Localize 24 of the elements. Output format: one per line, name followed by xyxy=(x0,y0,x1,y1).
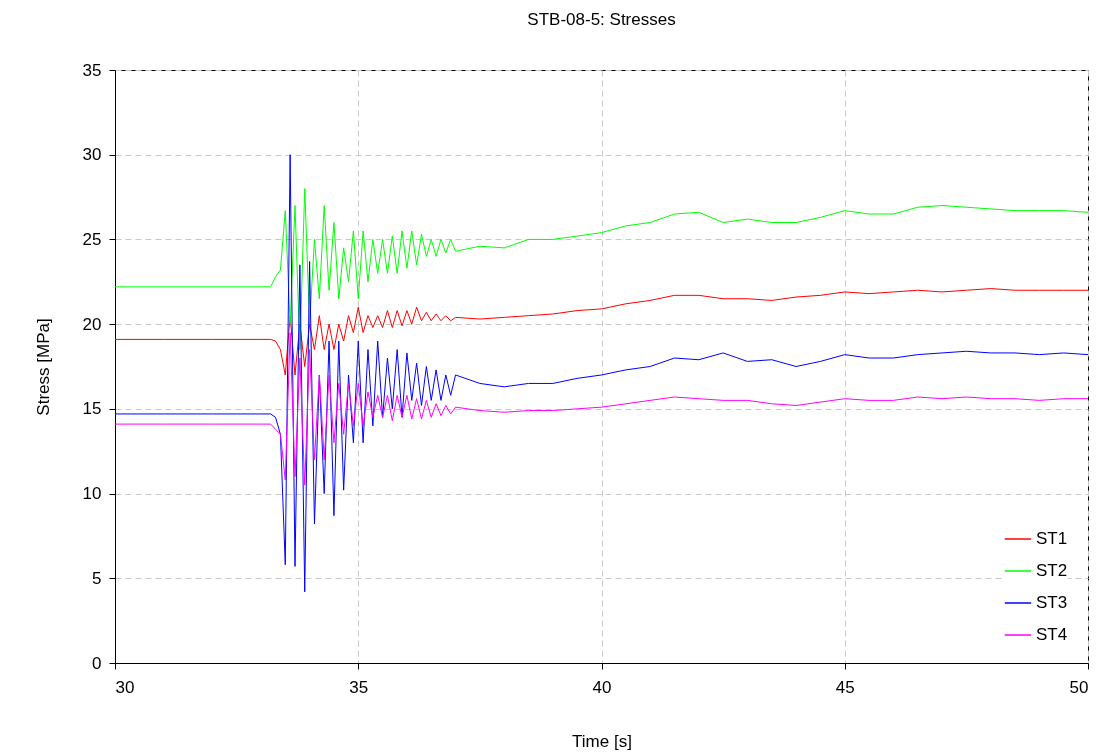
y-tick-label: 10 xyxy=(82,484,102,504)
legend-label: ST2 xyxy=(1036,561,1068,580)
legend-label: ST3 xyxy=(1036,593,1068,612)
y-tick-label: 0 xyxy=(92,653,102,673)
y-tick-label: 30 xyxy=(82,145,102,165)
line-series xyxy=(115,332,1088,486)
x-tick-label: 45 xyxy=(835,677,855,697)
line-series xyxy=(115,288,1088,376)
x-tick-label: 30 xyxy=(115,677,135,697)
x-axis-title: Time [s] xyxy=(572,731,632,751)
chart-title: STB-08-5: Stresses xyxy=(527,10,676,29)
x-tick-label: 40 xyxy=(592,677,612,697)
y-tick-label: 35 xyxy=(82,60,102,80)
y-tick-label: 25 xyxy=(82,229,102,249)
legend-label: ST4 xyxy=(1036,625,1068,644)
legend-label: ST1 xyxy=(1036,529,1068,548)
x-tick-label: 35 xyxy=(349,677,369,697)
x-tick-label: 50 xyxy=(1069,677,1089,697)
y-tick-label: 5 xyxy=(92,568,102,588)
y-tick-label: 15 xyxy=(82,399,102,419)
y-tick-label: 20 xyxy=(82,314,102,334)
line-series xyxy=(115,154,1088,593)
y-axis-title: Stress [MPa] xyxy=(33,318,53,416)
line-series xyxy=(115,188,1088,351)
